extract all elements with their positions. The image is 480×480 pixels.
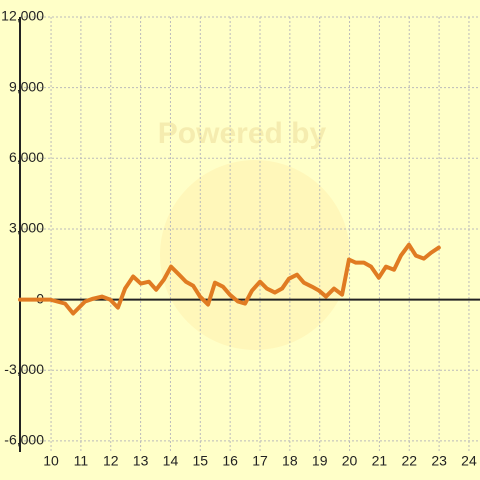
- x-tick-label: 20: [342, 453, 358, 469]
- y-tick-label: 6,000: [9, 149, 44, 165]
- x-tick-label: 11: [74, 453, 89, 469]
- x-tick-label: 16: [222, 453, 238, 469]
- x-tick-label: 23: [431, 453, 447, 469]
- y-tick-label: -3,000: [4, 361, 44, 377]
- x-tick-label: 22: [401, 453, 417, 469]
- y-tick-label: -6,000: [4, 432, 44, 448]
- y-tick-label: 9,000: [9, 78, 44, 94]
- x-tick-label: 24: [461, 453, 477, 469]
- x-tick-label: 13: [133, 453, 149, 469]
- y-tick-label: 3,000: [9, 220, 44, 236]
- y-tick-label: 12,000: [1, 8, 44, 24]
- x-tick-label: 14: [163, 453, 179, 469]
- x-tick-label: 15: [193, 453, 209, 469]
- x-tick-label: 17: [252, 453, 268, 469]
- x-tick-label: 21: [372, 453, 388, 469]
- line: [18, 242, 441, 316]
- watermark: Powered by: [158, 117, 327, 150]
- x-tick-label: 10: [43, 453, 59, 469]
- x-tick-label: 18: [282, 453, 298, 469]
- x-tick-label: 12: [103, 453, 119, 469]
- x-tick-label: 19: [312, 453, 328, 469]
- watermark-logo: [160, 160, 350, 350]
